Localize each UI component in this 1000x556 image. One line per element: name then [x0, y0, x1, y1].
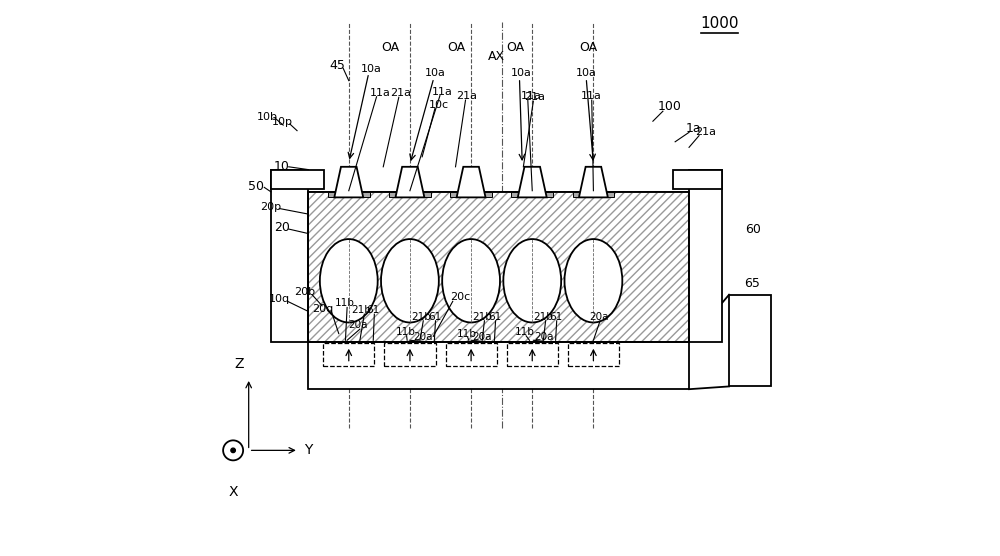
Polygon shape — [518, 167, 547, 197]
Bar — [729, 295, 771, 386]
Ellipse shape — [320, 239, 378, 322]
Text: 10a: 10a — [425, 68, 445, 78]
Text: OA: OA — [507, 41, 525, 54]
Text: 11b: 11b — [334, 298, 354, 308]
Text: 65: 65 — [744, 277, 760, 290]
Bar — [271, 170, 324, 189]
Text: 20: 20 — [274, 221, 290, 235]
Bar — [673, 170, 722, 189]
Text: 21b: 21b — [533, 312, 553, 322]
Text: 21a: 21a — [524, 92, 545, 102]
Text: 60: 60 — [745, 223, 761, 236]
Text: Y: Y — [305, 443, 313, 458]
Text: 20p: 20p — [260, 202, 281, 212]
Text: 10a: 10a — [361, 64, 381, 74]
Text: 11a: 11a — [370, 88, 391, 98]
Text: 20a: 20a — [535, 332, 554, 342]
Bar — [446, 343, 497, 366]
Bar — [308, 192, 689, 342]
Bar — [308, 192, 689, 342]
Text: OA: OA — [381, 41, 399, 54]
Ellipse shape — [442, 239, 500, 322]
Text: 11a: 11a — [581, 91, 602, 101]
Bar — [323, 343, 374, 366]
Ellipse shape — [564, 239, 622, 322]
Circle shape — [231, 448, 235, 453]
Text: 100: 100 — [658, 100, 682, 113]
Text: 11b: 11b — [515, 327, 535, 337]
Text: 1000: 1000 — [700, 16, 739, 31]
Polygon shape — [579, 167, 608, 197]
Bar — [450, 192, 492, 197]
Text: 10: 10 — [274, 160, 290, 173]
Text: 11a: 11a — [521, 91, 542, 101]
Bar — [511, 192, 553, 197]
Text: 61: 61 — [367, 305, 380, 315]
Polygon shape — [457, 167, 486, 197]
Bar — [328, 192, 370, 197]
Bar — [384, 343, 436, 366]
Text: 21a: 21a — [456, 91, 477, 101]
Text: 61: 61 — [428, 312, 441, 322]
Bar — [271, 170, 308, 342]
Bar — [308, 192, 689, 342]
Bar — [507, 343, 558, 366]
Text: 50: 50 — [248, 180, 264, 193]
Text: 20c: 20c — [450, 292, 470, 302]
Text: 45: 45 — [329, 58, 345, 72]
Bar — [568, 343, 619, 366]
Text: 20a: 20a — [348, 320, 368, 330]
Polygon shape — [395, 167, 424, 197]
Text: 20q: 20q — [313, 304, 334, 314]
Ellipse shape — [503, 239, 561, 322]
Ellipse shape — [381, 239, 439, 322]
Bar — [308, 342, 689, 389]
Text: 11a: 11a — [432, 87, 453, 97]
Text: 1a: 1a — [686, 122, 701, 136]
Text: 10p: 10p — [272, 117, 293, 127]
Text: 21b: 21b — [472, 312, 492, 322]
Text: 10c: 10c — [429, 100, 449, 110]
Text: X: X — [228, 485, 238, 499]
Bar — [389, 192, 431, 197]
Polygon shape — [334, 167, 363, 197]
Text: 20a: 20a — [414, 332, 433, 342]
Bar — [689, 170, 722, 342]
Text: 10a: 10a — [511, 68, 532, 78]
Text: 20a: 20a — [472, 332, 492, 342]
Text: OA: OA — [448, 41, 466, 54]
Text: 21a: 21a — [695, 127, 716, 137]
Text: 20a: 20a — [589, 312, 609, 322]
Text: AX: AX — [488, 50, 505, 63]
Text: 11b: 11b — [396, 327, 415, 337]
Text: 61: 61 — [549, 312, 562, 322]
Text: 20b: 20b — [294, 287, 315, 297]
Text: OA: OA — [579, 41, 597, 54]
Text: 21b: 21b — [351, 305, 371, 315]
Text: 11b: 11b — [457, 329, 477, 339]
Text: 10b: 10b — [257, 112, 278, 122]
Text: 10q: 10q — [269, 294, 290, 304]
Text: 10a: 10a — [576, 68, 597, 78]
Text: Z: Z — [234, 357, 243, 371]
Text: 21a: 21a — [391, 88, 412, 98]
Bar — [573, 192, 614, 197]
Text: 61: 61 — [488, 312, 501, 322]
Text: 21b: 21b — [411, 312, 431, 322]
Bar — [308, 192, 689, 342]
